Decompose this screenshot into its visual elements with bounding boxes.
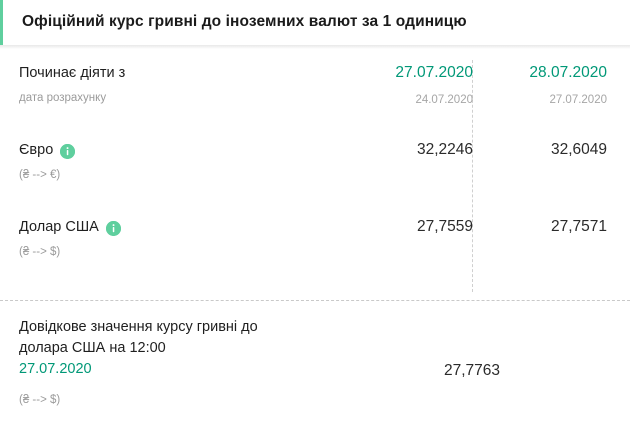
- reference-label: Довідкове значення курсу гривні до долар…: [0, 317, 330, 408]
- dates-column-2: 28.07.2020 27.07.2020: [473, 63, 619, 108]
- table-row-dates: Починає діяти з дата розрахунку 27.07.20…: [0, 63, 630, 108]
- info-icon[interactable]: [105, 220, 121, 236]
- usd-rate-1: 27,7559: [416, 218, 473, 235]
- dates-row-title: Починає діяти з: [19, 65, 126, 81]
- reference-value-column: 27,7763: [330, 317, 630, 380]
- eur-currency-name: Євро: [19, 142, 54, 158]
- page-title: Офіційний курс гривні до іноземних валют…: [22, 13, 467, 31]
- calc-date-1: 24.07.2020: [415, 94, 473, 106]
- widget-header: Офіційний курс гривні до іноземних валют…: [0, 0, 630, 45]
- eur-value-column-1: 32,2246: [330, 140, 473, 160]
- reference-title-line-1: Довідкове значення курсу гривні до: [19, 319, 258, 335]
- usd-row-label: Долар США (₴ --> $): [0, 217, 330, 260]
- reference-date: 27.07.2020: [19, 361, 92, 377]
- effective-date-2: 28.07.2020: [529, 64, 607, 81]
- eur-value-column-2: 32,6049: [473, 140, 619, 160]
- usd-value-column-1: 27,7559: [330, 217, 473, 237]
- reference-rate-value: 27,7763: [443, 362, 500, 379]
- table-row-eur: Євро (₴ --> €) 32,2246 32,6049: [0, 140, 630, 183]
- reference-title-line-2: долара США на 12:00: [19, 340, 166, 356]
- effective-date-1: 27.07.2020: [395, 64, 473, 81]
- eur-row-label: Євро (₴ --> €): [0, 140, 330, 183]
- eur-rate-1: 32,2246: [416, 141, 473, 158]
- eur-pair-label: (₴ --> €): [19, 169, 61, 181]
- rates-panel: Починає діяти з дата розрахунку 27.07.20…: [0, 49, 630, 425]
- info-icon[interactable]: [60, 143, 76, 159]
- usd-rate-2: 27,7571: [550, 218, 607, 235]
- reference-pair-label: (₴ --> $): [19, 394, 61, 406]
- dates-column-1: 27.07.2020 24.07.2020: [330, 63, 473, 108]
- usd-currency-name-wrap: Долар США: [19, 217, 330, 237]
- eur-rate-2: 32,6049: [550, 141, 607, 158]
- table-row-usd: Долар США (₴ --> $) 27,7559 27,7571: [0, 217, 630, 260]
- calc-date-2: 27.07.2020: [549, 94, 607, 106]
- header-shadow: [0, 45, 630, 49]
- usd-value-column-2: 27,7571: [473, 217, 619, 237]
- usd-currency-name: Долар США: [19, 219, 99, 235]
- usd-pair-label: (₴ --> $): [19, 246, 61, 258]
- section-divider: [0, 300, 630, 301]
- column-divider: [472, 60, 473, 292]
- dates-row-subtitle: дата розрахунку: [19, 92, 107, 104]
- dates-row-label: Починає діяти з дата розрахунку: [0, 63, 330, 106]
- reference-rate-block: Довідкове значення курсу гривні до долар…: [0, 317, 630, 408]
- eur-currency-name-wrap: Євро: [19, 140, 330, 160]
